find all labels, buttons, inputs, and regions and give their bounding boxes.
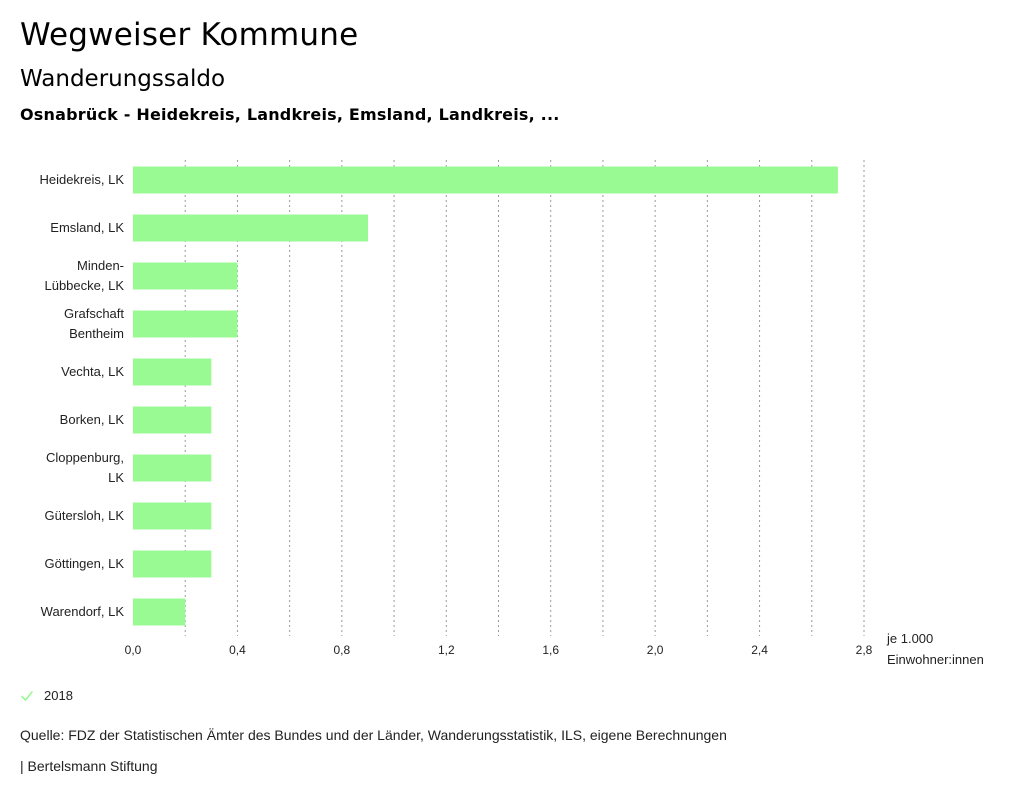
- category-label: Heidekreis, LK: [39, 172, 124, 187]
- category-label: Grafschaft Bentheim: [64, 306, 124, 341]
- category-label: Cloppenburg, LK: [46, 450, 124, 485]
- bar[interactable]: [133, 502, 212, 530]
- x-axis-unit: je 1.000 Einwohner:innen: [886, 631, 984, 667]
- x-tick-label: 0,4: [229, 643, 246, 657]
- category-label: Warendorf, LK: [41, 604, 125, 619]
- bar-chart: Heidekreis, LK Emsland, LK Minden- Lübbecke…: [39, 160, 984, 667]
- grid-lines: [184, 160, 865, 636]
- bar[interactable]: [133, 166, 838, 194]
- bar[interactable]: [133, 598, 186, 626]
- page-title: Wegweiser Kommune: [20, 17, 359, 53]
- x-axis-unit-label: je 1.000: [886, 631, 933, 646]
- category-label-line: Grafschaft: [64, 306, 124, 321]
- category-label-line: Cloppenburg,: [46, 450, 124, 465]
- category-label-line: Bentheim: [69, 326, 124, 341]
- category-label: Minden- Lübbecke, LK: [44, 258, 124, 293]
- category-label: Göttingen, LK: [45, 556, 125, 571]
- check-icon: [21, 690, 33, 701]
- category-label-line: Lübbecke, LK: [44, 278, 124, 293]
- bar[interactable]: [133, 214, 368, 242]
- bar[interactable]: [133, 454, 212, 482]
- bar[interactable]: [133, 358, 212, 386]
- x-axis-ticks: 0,0 0,4 0,8 1,2 1,6 2,0 2,4 2,8: [125, 643, 873, 657]
- source-note: Quelle: FDZ der Statistischen Ämter des …: [20, 727, 727, 743]
- region-filter-label: Osnabrück - Heidekreis, Landkreis, Emsla…: [20, 105, 560, 124]
- indicator-subtitle: Wanderungssaldo: [20, 66, 226, 92]
- x-tick-label: 1,6: [542, 643, 559, 657]
- bar[interactable]: [133, 406, 212, 434]
- legend-label: 2018: [44, 688, 73, 703]
- x-tick-label: 0,8: [334, 643, 351, 657]
- category-label-line: Minden-: [77, 258, 124, 273]
- bar[interactable]: [133, 310, 238, 338]
- x-tick-label: 2,4: [751, 643, 768, 657]
- legend-item-2018[interactable]: 2018: [20, 688, 73, 703]
- x-tick-label: 2,8: [856, 643, 873, 657]
- category-label: Vechta, LK: [61, 364, 124, 379]
- category-label: Borken, LK: [60, 412, 125, 427]
- x-tick-label: 0,0: [125, 643, 142, 657]
- category-label: Emsland, LK: [50, 220, 124, 235]
- category-labels: Heidekreis, LK Emsland, LK Minden- Lübbecke…: [39, 172, 124, 619]
- bars: [133, 166, 838, 626]
- credit-note[interactable]: | Bertelsmann Stiftung: [20, 758, 158, 774]
- x-axis-unit-label: Einwohner:innen: [887, 652, 984, 667]
- bar[interactable]: [133, 262, 238, 290]
- x-tick-label: 2,0: [647, 643, 664, 657]
- category-label: Gütersloh, LK: [45, 508, 125, 523]
- bar[interactable]: [133, 550, 212, 578]
- x-tick-label: 1,2: [438, 643, 455, 657]
- category-label-line: LK: [108, 470, 124, 485]
